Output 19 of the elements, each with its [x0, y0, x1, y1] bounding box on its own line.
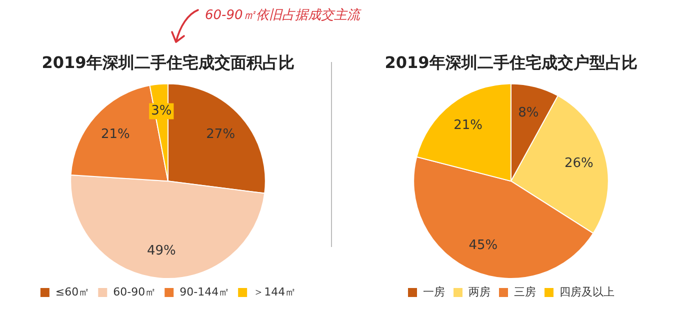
legend-label: 60-90㎡: [113, 285, 156, 298]
data-label: 21%: [100, 127, 130, 142]
data-label: 27%: [206, 127, 236, 142]
legend-label: 四房及以上: [560, 285, 614, 298]
data-label: 26%: [564, 156, 594, 172]
data-label: 49%: [146, 243, 176, 258]
chart-title: 2019年深圳二手住宅成交户型占比: [384, 52, 638, 72]
data-label: 21%: [454, 118, 482, 134]
legend-label: 三房: [514, 285, 536, 298]
legend-label: ＞144㎡: [253, 285, 296, 298]
chart-title: 2019年深圳二手住宅成交面积占比: [42, 52, 294, 72]
legend-label: 90-144㎡: [180, 285, 230, 298]
data-label: 45%: [468, 238, 498, 253]
legend-label: 两房: [468, 285, 490, 298]
text: 60-90㎡依旧占据成交主流: [205, 7, 360, 24]
data-label: 3%: [151, 104, 172, 119]
legend-label: 一房: [423, 285, 445, 298]
legend-label: ≤60㎡: [55, 285, 90, 298]
data-label: 8%: [518, 106, 539, 121]
